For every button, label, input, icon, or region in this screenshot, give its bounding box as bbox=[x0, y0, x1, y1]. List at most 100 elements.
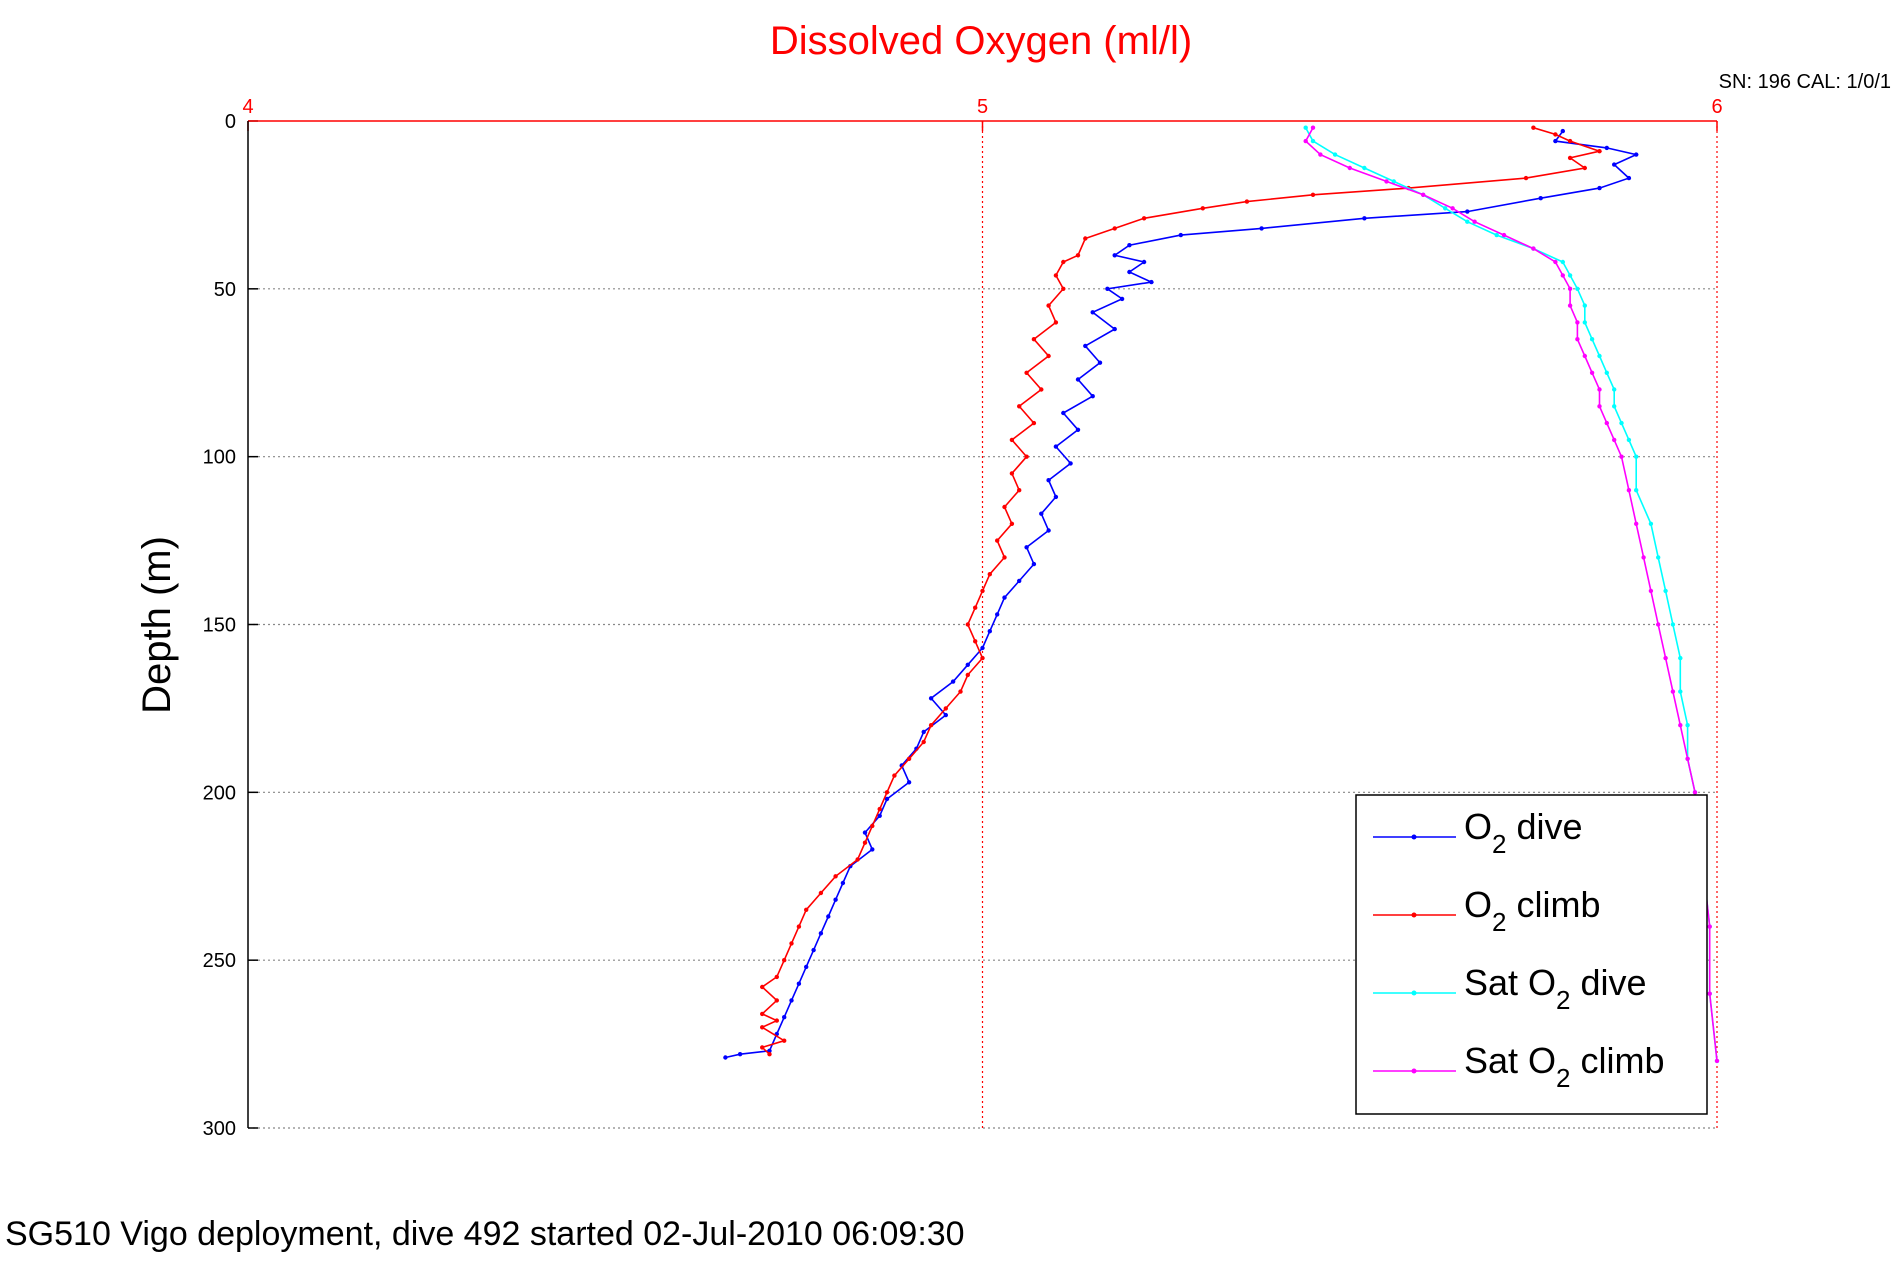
data-point-o2_dive bbox=[1149, 279, 1154, 285]
data-point-sat_dive bbox=[1465, 219, 1470, 224]
data-point-sat_climb bbox=[1692, 790, 1698, 795]
data-point-sat_dive bbox=[1443, 206, 1448, 211]
data-point-o2_dive bbox=[1112, 326, 1117, 332]
data-point-o2_climb bbox=[1061, 286, 1066, 291]
data-point-o2_climb bbox=[782, 958, 787, 963]
data-point-o2_climb bbox=[921, 739, 926, 745]
data-point-o2_dive bbox=[789, 998, 794, 1003]
data-point-o2_dive bbox=[1612, 162, 1617, 167]
data-point-o2_dive bbox=[1075, 427, 1081, 432]
y-axis-label: Depth (m) bbox=[135, 536, 179, 714]
data-point-o2_dive bbox=[1090, 310, 1095, 315]
data-point-sat_climb bbox=[1303, 138, 1308, 144]
data-point-sat_climb bbox=[1567, 286, 1573, 291]
data-point-o2_dive bbox=[1626, 175, 1632, 181]
data-point-o2_climb bbox=[906, 756, 912, 761]
data-point-sat_climb bbox=[1384, 179, 1389, 184]
series-line-o2_dive bbox=[725, 130, 1639, 1059]
data-point-sat_climb bbox=[1421, 192, 1426, 197]
data-point-sat_climb bbox=[1553, 259, 1558, 265]
series-o2_climb bbox=[760, 125, 1603, 1057]
data-point-o2_dive bbox=[1465, 209, 1470, 214]
data-point-o2_dive bbox=[1075, 377, 1081, 382]
data-point-o2_dive bbox=[884, 796, 890, 802]
data-point-o2_dive bbox=[1017, 578, 1022, 584]
data-point-o2_climb bbox=[1053, 273, 1059, 278]
data-point-o2_dive bbox=[1259, 226, 1264, 231]
data-point-o2_dive bbox=[1127, 243, 1132, 248]
data-point-sat_climb bbox=[1714, 1058, 1720, 1064]
y-tick-label: 150 bbox=[203, 615, 236, 637]
data-point-o2_dive bbox=[906, 780, 912, 785]
x-tick-label: 6 bbox=[1711, 96, 1722, 118]
y-tick-label: 250 bbox=[203, 950, 236, 972]
data-point-sat_dive bbox=[1391, 179, 1397, 184]
legend-item-sat_climb: Sat O2 climb bbox=[1373, 1040, 1665, 1093]
data-point-sat_climb bbox=[1685, 756, 1690, 761]
data-point-o2_climb bbox=[1310, 192, 1316, 197]
legend: O2 dive O2 climb Sat O2 dive Sat O2 climb bbox=[1355, 794, 1708, 1115]
series-sat_climb bbox=[1303, 125, 1720, 1064]
data-point-sat_dive bbox=[1612, 387, 1617, 392]
data-point-o2_climb bbox=[1083, 236, 1088, 241]
data-point-o2_climb bbox=[892, 773, 897, 778]
data-point-o2_climb bbox=[789, 941, 794, 946]
data-point-o2_dive bbox=[928, 696, 934, 701]
data-point-o2_dive bbox=[767, 1048, 772, 1054]
data-point-o2_climb bbox=[1024, 454, 1029, 459]
data-point-o2_climb bbox=[862, 840, 868, 845]
data-point-o2_dive bbox=[804, 964, 809, 970]
data-point-o2_dive bbox=[1083, 343, 1088, 349]
data-point-o2_climb bbox=[980, 655, 985, 661]
data-point-o2_climb bbox=[1531, 125, 1536, 130]
data-point-o2_climb bbox=[1009, 437, 1015, 443]
data-point-o2_dive bbox=[1178, 232, 1184, 238]
data-point-sat_dive bbox=[1362, 165, 1367, 171]
y-tick-label: 100 bbox=[203, 447, 236, 469]
data-point-o2_dive bbox=[811, 947, 816, 953]
data-point-sat_dive bbox=[1332, 152, 1338, 157]
data-point-sat_climb bbox=[1604, 420, 1610, 426]
legend-label: O2 dive bbox=[1464, 806, 1583, 859]
data-point-sat_climb bbox=[1501, 232, 1507, 238]
data-point-sat_dive bbox=[1648, 521, 1654, 526]
y-tick-label: 50 bbox=[214, 279, 236, 301]
data-point-o2_climb bbox=[1009, 521, 1015, 526]
data-point-o2_dive bbox=[870, 847, 875, 852]
data-point-sat_dive bbox=[1582, 320, 1588, 325]
data-point-sat_dive bbox=[1597, 353, 1602, 359]
data-point-o2_dive bbox=[1141, 259, 1147, 265]
legend-item-o2_dive: O2 dive bbox=[1373, 806, 1583, 859]
data-point-sat_climb bbox=[1472, 219, 1477, 224]
data-point-o2_dive bbox=[987, 629, 992, 634]
data-point-o2_climb bbox=[1017, 488, 1022, 493]
data-point-sat_climb bbox=[1634, 521, 1639, 526]
data-point-o2_climb bbox=[760, 1025, 765, 1030]
data-point-o2_dive bbox=[1119, 296, 1125, 302]
data-point-sat_climb bbox=[1626, 488, 1632, 493]
data-point-o2_climb bbox=[980, 588, 985, 594]
data-point-sat_dive bbox=[1604, 370, 1610, 375]
data-point-o2_climb bbox=[1597, 149, 1602, 154]
data-point-sat_climb bbox=[1347, 165, 1353, 171]
data-point-o2_dive bbox=[1097, 360, 1103, 365]
data-point-o2_climb bbox=[767, 1052, 772, 1057]
data-point-sat_climb bbox=[1707, 924, 1712, 929]
data-point-o2_dive bbox=[1538, 196, 1543, 201]
data-point-o2_climb bbox=[796, 924, 802, 929]
data-point-sat_climb bbox=[1310, 125, 1316, 130]
data-point-o2_climb bbox=[1002, 555, 1007, 560]
data-point-o2_dive bbox=[737, 1052, 743, 1057]
data-point-o2_climb bbox=[1009, 471, 1015, 476]
data-point-o2_climb bbox=[1582, 165, 1588, 171]
data-point-sat_climb bbox=[1670, 689, 1676, 694]
data-point-o2_dive bbox=[1031, 561, 1037, 567]
data-point-o2_dive bbox=[1061, 410, 1066, 416]
data-point-o2_climb bbox=[1053, 320, 1059, 325]
data-point-o2_dive bbox=[1053, 444, 1059, 449]
data-point-o2_climb bbox=[870, 823, 875, 829]
legend-label: Sat O2 climb bbox=[1464, 1040, 1665, 1093]
data-point-o2_dive bbox=[1112, 253, 1117, 258]
legend-swatch-marker bbox=[1411, 1068, 1417, 1074]
